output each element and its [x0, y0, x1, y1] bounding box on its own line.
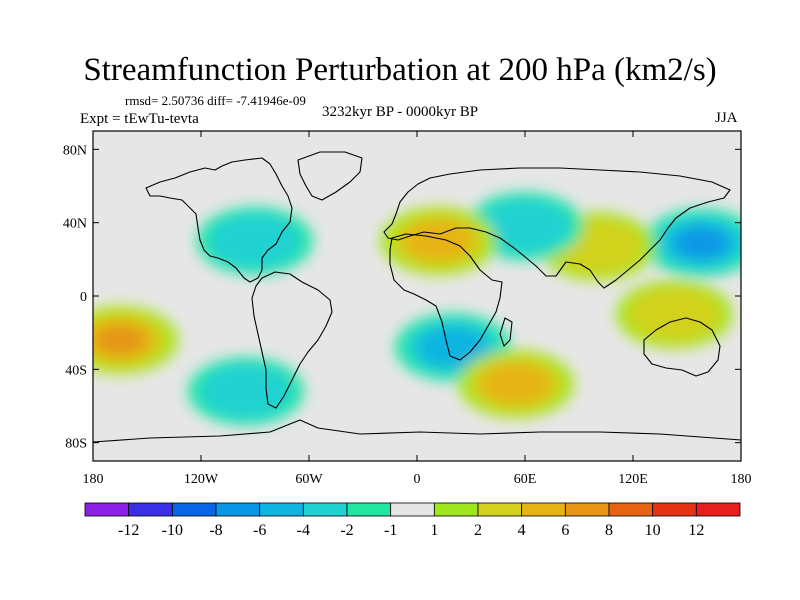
x-tick-label: 60W — [295, 472, 323, 487]
x-tick-label: 60E — [514, 472, 537, 487]
stats-label: rmsd= 2.50736 diff= -7.41946e-09 — [125, 93, 306, 108]
colorbar-swatch — [477, 502, 523, 517]
anomaly-center — [616, 280, 733, 349]
y-tick-label: 40S — [65, 363, 87, 378]
anomaly-contour — [676, 228, 727, 258]
colorbar-swatch — [608, 502, 654, 517]
anomaly-center — [458, 350, 574, 418]
colorbar-label: 8 — [605, 522, 613, 539]
colorbar-label: -6 — [253, 522, 266, 539]
colorbar-label: -1 — [384, 522, 397, 539]
anomaly-field — [93, 192, 741, 426]
anomaly-contour — [199, 363, 293, 419]
y-tick-label: 40N — [63, 217, 87, 232]
period-label: 3232kyr BP - 0000kyr BP — [322, 104, 479, 120]
x-tick-label: 180 — [731, 472, 752, 487]
colorbar-label: 12 — [688, 522, 704, 539]
colorbar-swatch — [433, 502, 479, 517]
colorbar-swatch — [521, 502, 566, 517]
chart-title: Streamfunction Perturbation at 200 hPa (… — [83, 52, 717, 88]
anomaly-center — [380, 207, 497, 275]
colorbar-label: -10 — [162, 522, 183, 539]
colorbar-swatch — [128, 502, 173, 517]
coast-antarctica — [93, 419, 741, 443]
colorbar-label: -8 — [209, 522, 222, 539]
anomaly-center — [395, 313, 511, 382]
coast-africa — [389, 233, 503, 361]
colorbar-swatch — [695, 502, 741, 517]
colorbar-label: 10 — [645, 522, 661, 539]
colorbar-swatch — [171, 502, 217, 517]
colorbar-label: 4 — [518, 522, 526, 539]
experiment-label: Expt = tEwTu-tevta — [80, 111, 199, 127]
season-label: JJA — [715, 110, 738, 126]
colorbar: -12 -10 -8 -6 -4 -2 -1 1 2 4 6 8 10 12 — [84, 502, 741, 539]
colorbar-swatch — [259, 502, 304, 517]
anomaly-contour — [627, 286, 722, 342]
coastlines — [93, 151, 741, 443]
anomaly-contour — [478, 198, 572, 254]
axes: 180 120W 60W 0 60E 120E 180 80N 40N 0 40S 80S — [63, 131, 752, 487]
colorbar-swatch — [84, 502, 130, 517]
anomaly-contour — [95, 325, 145, 355]
anomaly-center — [93, 306, 178, 374]
coast-madagascar — [499, 317, 513, 347]
anomaly-contour — [417, 326, 489, 369]
x-tick-label: 180 — [83, 472, 104, 487]
coast-greenland — [297, 151, 363, 201]
colorbar-label: -12 — [118, 522, 139, 539]
anomaly-contour — [480, 362, 552, 406]
coast-south-america — [251, 271, 333, 409]
y-tick-label: 0 — [80, 290, 87, 305]
colorbar-swatch — [215, 502, 261, 517]
colorbar-label: 1 — [430, 522, 438, 539]
y-tick-label: 80N — [63, 143, 87, 158]
colorbar-swatch — [564, 502, 610, 517]
colorbar-swatch — [302, 502, 348, 517]
coast-europe-asia — [383, 167, 731, 289]
colorbar-label: -4 — [297, 522, 310, 539]
colorbar-swatch — [390, 502, 435, 517]
x-tick-label: 120W — [184, 472, 219, 487]
anomaly-center — [197, 207, 313, 275]
y-tick-label: 80S — [65, 437, 87, 452]
anomaly-center — [643, 208, 741, 277]
colorbar-swatch — [346, 502, 392, 517]
x-tick-label: 120E — [618, 472, 648, 487]
x-tick-label: 0 — [414, 472, 421, 487]
colorbar-label: 2 — [474, 522, 482, 539]
coast-australia — [643, 317, 721, 377]
anomaly-contour — [402, 219, 475, 263]
coast-north-america — [145, 157, 293, 283]
colorbar-label: 6 — [561, 522, 569, 539]
colorbar-label: -2 — [340, 522, 353, 539]
map-area: 180 120W 60W 0 60E 120E 180 80N 40N 0 40S 80S — [63, 130, 752, 487]
colorbar-swatch — [652, 502, 697, 517]
anomaly-contour — [208, 213, 302, 269]
